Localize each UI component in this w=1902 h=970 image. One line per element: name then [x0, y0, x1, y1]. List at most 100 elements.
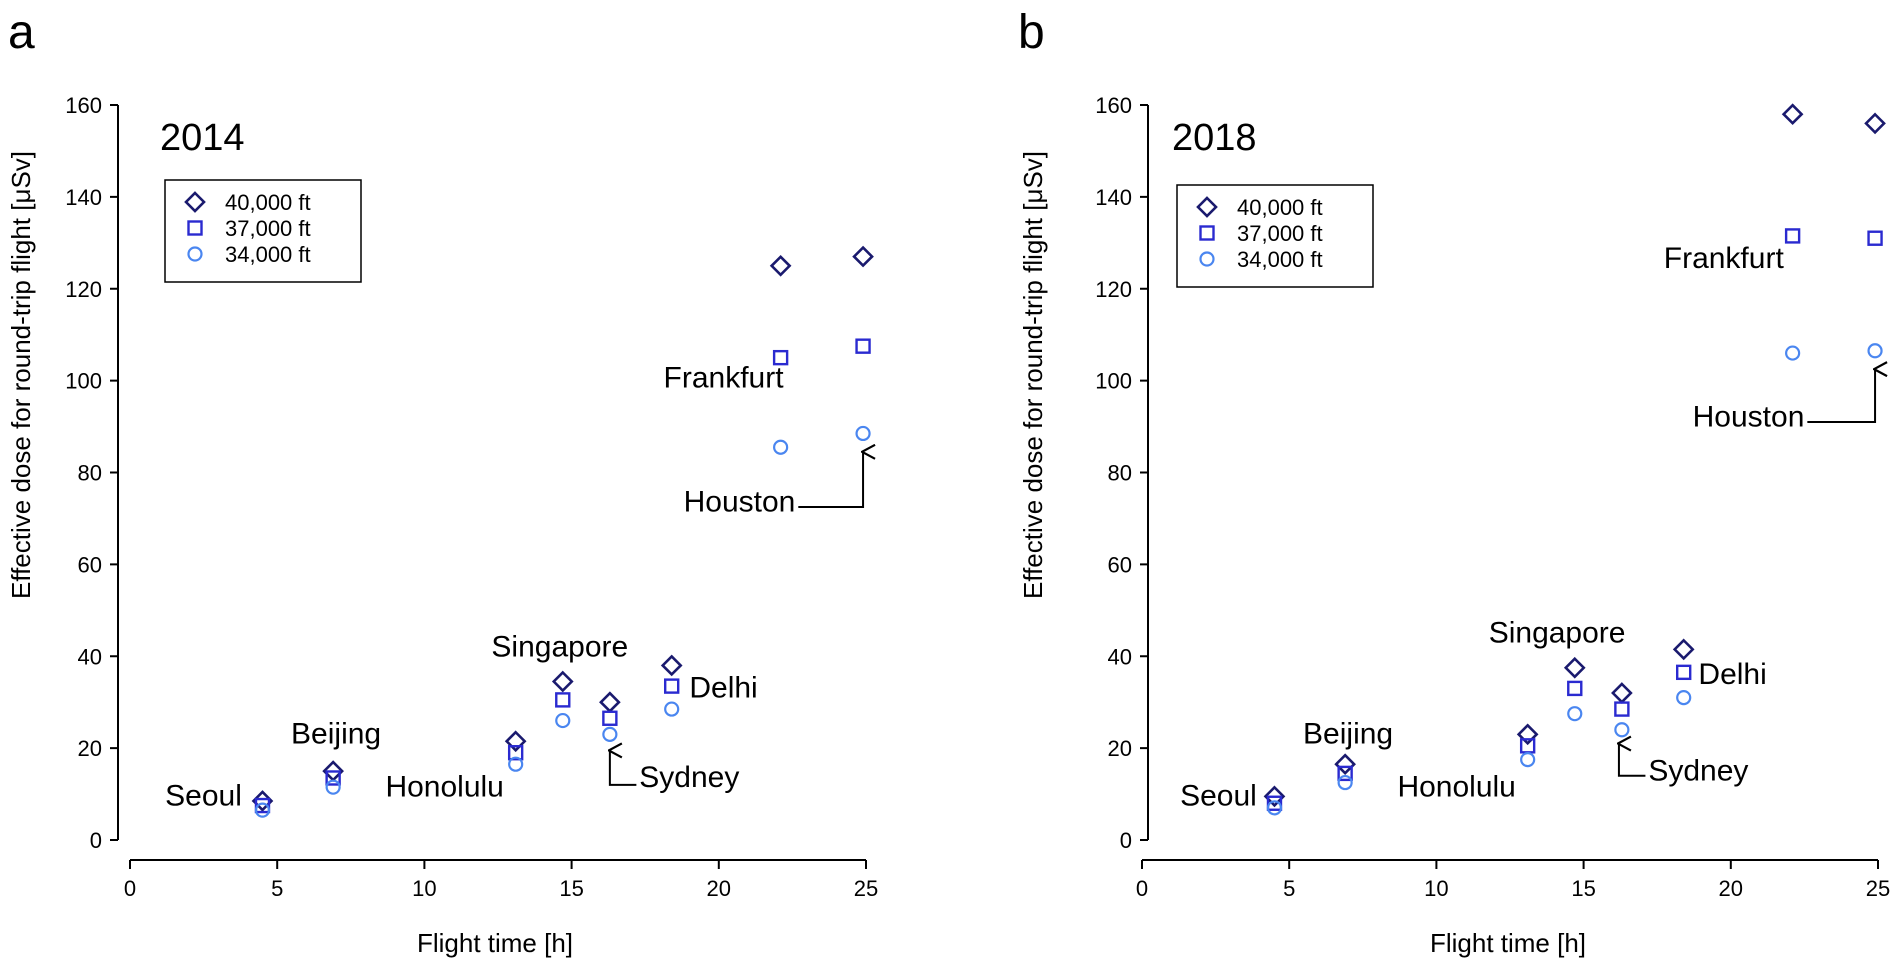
y-tick-label: 60: [78, 552, 102, 577]
data-point-circle: [1676, 689, 1692, 706]
city-label: Seoul: [165, 780, 242, 813]
data-point-circle: [1867, 343, 1883, 359]
x-tick-label: 25: [1866, 876, 1890, 901]
data-point-circle: [1785, 345, 1801, 361]
y-tick-label: 40: [78, 644, 102, 669]
city-label: Frankfurt: [664, 362, 785, 395]
annotation-arrow: [1619, 744, 1646, 777]
city-label: Sydney: [639, 761, 739, 794]
panel-label: b: [1018, 6, 1045, 59]
city-label: Seoul: [1180, 780, 1257, 813]
legend-entry: 40,000 ft: [1237, 195, 1323, 220]
data-point-square: [1266, 795, 1283, 811]
y-tick-label: 120: [65, 277, 102, 302]
data-point-square: [1675, 664, 1692, 681]
data-point-square: [555, 692, 571, 708]
y-tick-label: 60: [1108, 552, 1132, 577]
y-tick-label: 160: [1095, 93, 1132, 118]
data-point-circle: [1266, 800, 1283, 816]
axes: 0 20 40 60 80 100 120 140 160 0 5 10 15 20 25: [1095, 93, 1890, 901]
x-tick-label: 15: [1571, 876, 1595, 901]
data-point-diamond: [504, 730, 527, 753]
series-circle: [254, 425, 871, 818]
x-tick-label: 10: [1424, 876, 1448, 901]
y-tick-label: 140: [65, 185, 102, 210]
annotation-arrow: [798, 452, 863, 508]
series-circle: [1266, 343, 1883, 816]
data-point-diamond: [1334, 753, 1356, 776]
x-axis-title: Flight time [h]: [417, 928, 573, 958]
legend-entry: 40,000 ft: [225, 190, 311, 215]
data-point-square: [772, 349, 789, 366]
panel-label: a: [8, 6, 35, 59]
legend-entry: 37,000 ft: [225, 216, 311, 241]
city-label: Houston: [1693, 401, 1805, 434]
y-tick-label: 0: [90, 828, 102, 853]
y-axis-title: Effective dose for round-trip flight [μS…: [6, 151, 36, 599]
city-label: Honolulu: [385, 770, 503, 803]
x-tick-label: 25: [854, 876, 878, 901]
city-label: Beijing: [291, 718, 381, 751]
data-point-square: [1567, 680, 1583, 697]
city-label: Sydney: [1648, 754, 1748, 787]
axes: 0 20 40 60 80 100 120 140 160 0 5 10 15 20 25: [65, 93, 878, 901]
legend-entry: 37,000 ft: [1237, 221, 1323, 246]
y-tick-label: 80: [78, 461, 102, 486]
data-point-square: [1867, 230, 1883, 246]
data-point-diamond: [1781, 103, 1804, 126]
series-square: [254, 338, 871, 814]
data-point-circle: [325, 779, 341, 795]
data-point-circle: [555, 712, 571, 729]
y-tick-label: 100: [1095, 369, 1132, 394]
legend-marker-diamond: [184, 191, 206, 213]
data-point-diamond: [1516, 723, 1539, 746]
y-axis-title: Effective dose for round-trip flight [μS…: [1018, 151, 1048, 599]
legend-marker-square: [1199, 225, 1215, 241]
data-point-square: [1519, 738, 1536, 754]
chart-panel-a: a 2014 Flight time [h] Effective dose fo…: [6, 6, 878, 958]
city-label: Houston: [684, 486, 796, 519]
data-point-circle: [1614, 722, 1630, 738]
y-tick-label: 100: [65, 369, 102, 394]
legend-marker-circle: [187, 246, 203, 262]
data-point-square: [507, 745, 524, 761]
data-point-circle: [602, 726, 618, 742]
x-axis-title: Flight time [h]: [1430, 928, 1586, 958]
data-point-square: [1337, 765, 1353, 782]
year-label: 2018: [1172, 117, 1257, 159]
data-point-square: [325, 770, 341, 786]
year-label: 2014: [160, 117, 245, 159]
data-point-diamond: [1611, 682, 1633, 704]
legend-entry: 34,000 ft: [225, 242, 311, 267]
x-tick-label: 0: [124, 876, 136, 901]
city-label: Singapore: [491, 630, 628, 663]
y-tick-label: 20: [1108, 736, 1132, 761]
city-label: Beijing: [1303, 718, 1393, 751]
city-label: Singapore: [1489, 616, 1626, 649]
x-tick-label: 5: [1283, 876, 1295, 901]
y-tick-label: 0: [1120, 828, 1132, 853]
x-tick-label: 15: [559, 876, 583, 901]
data-point-square: [1614, 701, 1630, 717]
city-label: Delhi: [1698, 658, 1766, 691]
data-point-diamond: [599, 691, 621, 714]
y-tick-label: 140: [1095, 185, 1132, 210]
data-point-circle: [773, 439, 789, 455]
data-point-circle: [855, 425, 871, 442]
data-point-diamond: [551, 670, 574, 693]
legend-entry: 34,000 ft: [1237, 247, 1323, 272]
data-point-circle: [1520, 752, 1536, 768]
data-point-diamond: [660, 654, 683, 677]
x-tick-label: 20: [707, 876, 731, 901]
data-point-diamond: [1672, 638, 1695, 661]
data-point-square: [254, 797, 271, 814]
data-point-diamond: [1563, 656, 1586, 679]
data-marks: [251, 245, 874, 818]
city-label: Delhi: [689, 672, 757, 705]
x-tick-label: 5: [271, 876, 283, 901]
legend-marker-square: [187, 220, 203, 236]
